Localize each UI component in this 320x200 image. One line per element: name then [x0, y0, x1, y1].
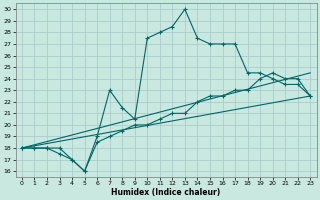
X-axis label: Humidex (Indice chaleur): Humidex (Indice chaleur) — [111, 188, 221, 197]
